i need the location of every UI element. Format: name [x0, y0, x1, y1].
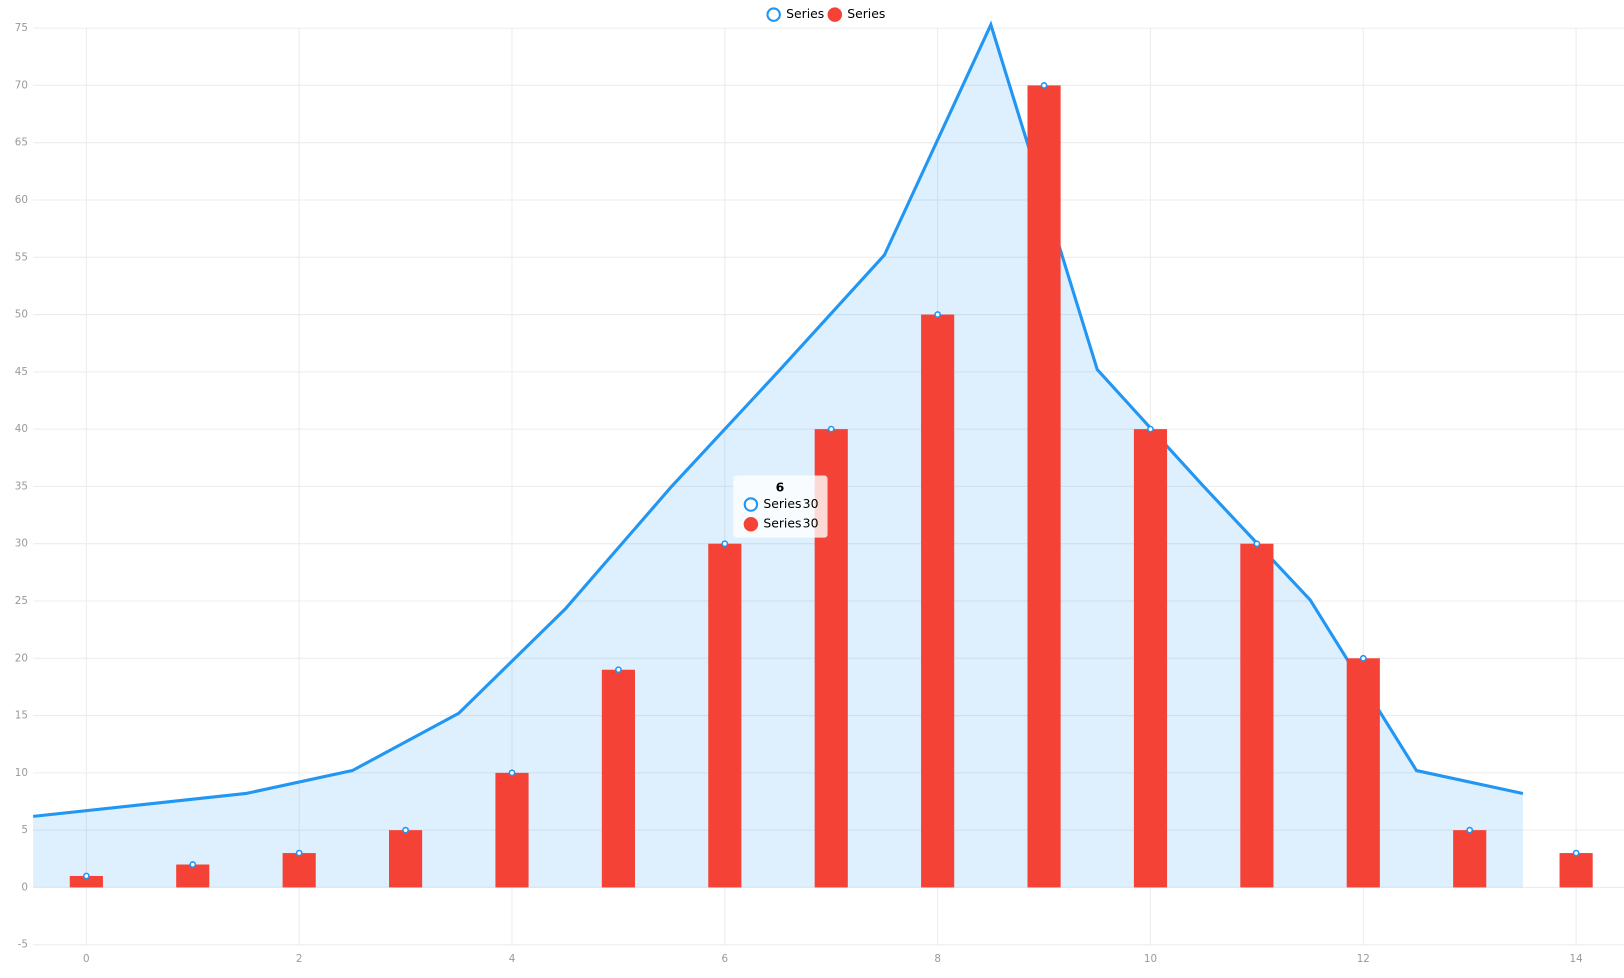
- bullet: [721, 540, 729, 548]
- bullet: [827, 425, 835, 433]
- bullet: [1572, 849, 1580, 857]
- x-tick-label: 6: [722, 953, 729, 965]
- bullet: [1040, 82, 1048, 89]
- bullet: [1253, 540, 1261, 548]
- y-tick-label: 45: [15, 366, 28, 378]
- y-tick-label: 55: [15, 251, 28, 263]
- y-tick-label: 70: [15, 79, 28, 91]
- plot-area: [32, 20, 1593, 888]
- bar: [1240, 543, 1274, 888]
- bar: [601, 669, 635, 888]
- bullet: [508, 769, 516, 777]
- bullet: [1359, 654, 1367, 662]
- x-tick-label: 12: [1357, 953, 1370, 965]
- x-tick-label: 10: [1144, 953, 1157, 965]
- bullet: [189, 861, 197, 868]
- bullet: [1147, 425, 1154, 433]
- legend-marker[interactable]: [827, 7, 843, 22]
- bullet: [934, 311, 942, 318]
- y-tick-label: 50: [15, 309, 28, 321]
- bar: [495, 772, 529, 888]
- y-tick-label: 60: [15, 194, 28, 206]
- tooltip-name: Series: [763, 496, 801, 511]
- x-tick-label: 14: [1570, 953, 1583, 965]
- y-tick-label: 30: [15, 538, 28, 550]
- tooltip-value: 30: [803, 516, 819, 531]
- bullet: [82, 872, 90, 880]
- x-tick-label: 0: [83, 953, 90, 965]
- bar: [282, 853, 316, 888]
- y-tick-label: 25: [15, 595, 28, 607]
- y-tick-label: 10: [15, 767, 28, 779]
- area-fill: [33, 24, 1523, 888]
- y-tick-label: 15: [15, 710, 28, 722]
- bullet: [1466, 826, 1474, 834]
- bar: [1027, 85, 1061, 888]
- y-tick-label: 75: [15, 22, 28, 34]
- bar: [1559, 853, 1593, 888]
- x-tick-label: 8: [934, 953, 941, 965]
- y-tick-label: 0: [21, 881, 28, 893]
- tooltip-name: Series: [763, 516, 801, 531]
- x-tick-label: 2: [296, 953, 303, 965]
- bar: [389, 830, 423, 888]
- bullet: [615, 666, 622, 674]
- bullet: [402, 826, 409, 834]
- x-tick-label: 4: [509, 953, 516, 965]
- line: [32, 20, 1524, 818]
- tooltip-marker: [743, 497, 759, 512]
- bar: [921, 314, 955, 888]
- y-tick-label: 40: [15, 423, 28, 435]
- y-tick-label: 65: [15, 137, 28, 149]
- y-tick-label: 5: [21, 824, 28, 836]
- legend-label[interactable]: Series: [847, 6, 885, 21]
- legend[interactable]: Series Series: [766, 6, 885, 22]
- tooltip-marker: [743, 516, 759, 532]
- bar: [176, 864, 210, 888]
- y-tick-label: 35: [15, 480, 28, 492]
- bar: [1346, 658, 1380, 888]
- y-tick-label: 20: [15, 652, 28, 664]
- bar: [708, 543, 742, 888]
- y-tick-label: -5: [18, 939, 28, 951]
- tooltip-title: 6: [776, 479, 785, 494]
- legend-label[interactable]: Series: [786, 6, 824, 21]
- bullet: [295, 849, 303, 857]
- tooltip-value: 30: [803, 496, 819, 511]
- bar: [69, 875, 103, 888]
- legend-marker[interactable]: [766, 7, 781, 22]
- bar: [1453, 830, 1487, 888]
- bar: [1133, 429, 1168, 888]
